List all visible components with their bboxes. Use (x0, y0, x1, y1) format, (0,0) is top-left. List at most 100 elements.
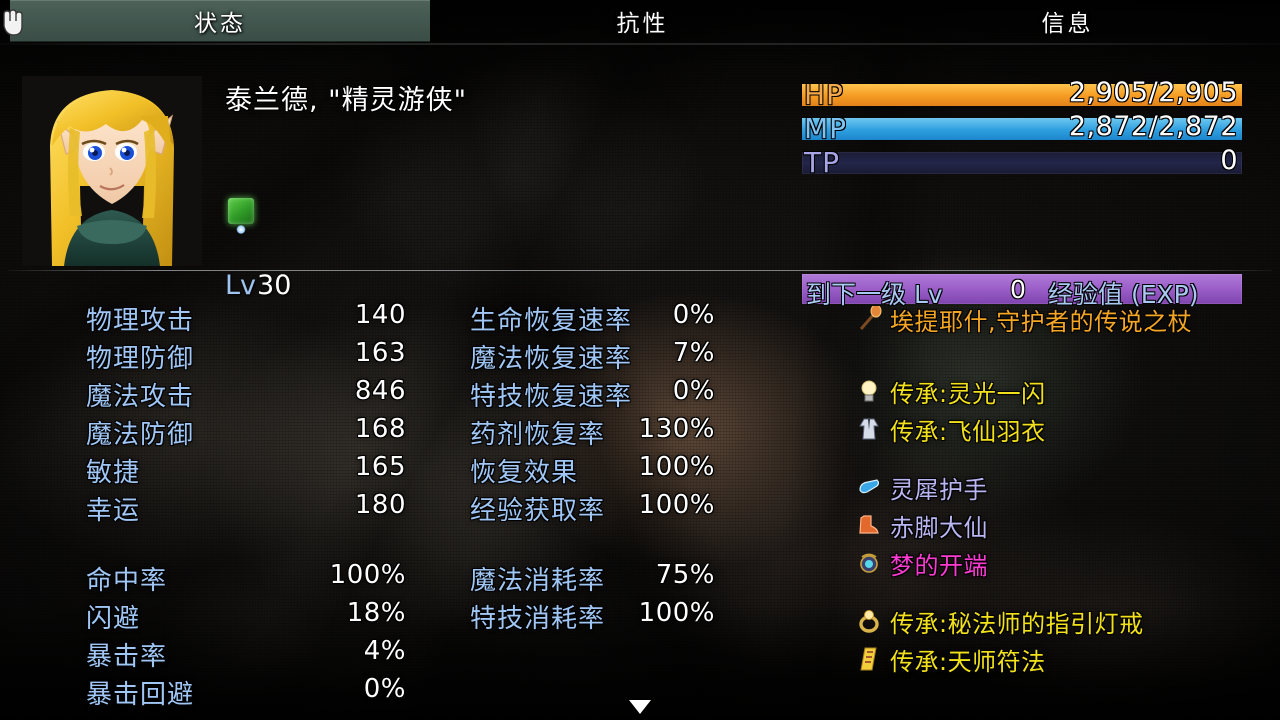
stat-row: 物理防御 163 (86, 338, 406, 376)
mp-gauge-track (802, 118, 1242, 140)
stat-name: 特技恢复速率 (470, 382, 633, 412)
tab-info-label: 信息 (1041, 11, 1094, 37)
ring-icon (856, 608, 882, 634)
stat-row: 幸运 180 (86, 490, 406, 528)
level-label: Lv (225, 270, 257, 301)
stat-name: 暴击率 (86, 642, 168, 672)
stat-value: 7% (672, 338, 715, 368)
equipment-trait-list: 埃提耶什,守护者的传说之杖 传承:灵光一闪 传承:飞仙羽衣灵犀护手赤脚大仙 梦的开端传… (856, 300, 1271, 678)
stat-value: 0% (672, 376, 715, 406)
equipment-label: 赤脚大仙 (890, 513, 988, 542)
stats-column-primary: 物理攻击 140 物理防御 163 魔法攻击 846 魔法防御 168 敏捷 165 幸运 180 (86, 300, 406, 528)
equipment-row[interactable]: 传承:灵光一闪 (856, 372, 1271, 410)
gauge-group: HP 2,905/2,905 MP 2,872/2,872 TP 0 (802, 77, 1242, 181)
scroll-down-arrow-icon[interactable] (629, 700, 651, 714)
amulet-icon (856, 550, 882, 576)
tp-label: TP (804, 146, 840, 179)
exp-value: 0 (1010, 275, 1026, 304)
hand-cursor-icon (3, 9, 23, 36)
stat-row: 命中率 100% (86, 560, 406, 598)
stat-value: 100% (638, 598, 715, 628)
stat-value: 0% (672, 300, 715, 330)
equipment-label: 传承:天师符法 (890, 647, 1046, 676)
stat-name: 恢复效果 (470, 458, 579, 488)
list-gap (856, 338, 1271, 372)
exp-label: 到下一级 Lv (806, 280, 943, 309)
boot-icon (856, 512, 882, 538)
tab-bar: 状态 抗性 信息 (0, 0, 1280, 44)
stat-row: 特技消耗率 100% (470, 598, 715, 636)
stat-value: 163 (354, 338, 406, 368)
character-portrait[interactable] (22, 76, 202, 266)
tab-info[interactable]: 信息 (855, 0, 1280, 42)
stat-name: 药剂恢复率 (470, 420, 606, 450)
character-header: 泰兰德, "精灵游侠" Lv 30 HP 2,905/2,905 MP 2 (0, 46, 1280, 309)
equipment-label: 传承:灵光一闪 (890, 379, 1046, 408)
exp-gauge: 到下一级 Lv 0 经验值 (EXP) (802, 274, 1242, 309)
stat-name: 物理攻击 (86, 306, 195, 336)
tab-status-label: 状态 (194, 11, 246, 37)
stat-value: 846 (354, 376, 406, 406)
stat-name: 物理防御 (86, 344, 195, 374)
equipment-row[interactable]: 传承:秘法师的指引灯戒 (856, 602, 1271, 640)
stat-row: 药剂恢复率 130% (470, 414, 715, 452)
mp-gauge: MP 2,872/2,872 (802, 111, 1242, 145)
stats-column-combat: 命中率 100% 闪避 18% 暴击率 4% 暴击回避 0% (86, 560, 406, 712)
stat-value: 140 (354, 300, 406, 330)
hp-value: 2,905/2,905 (1068, 77, 1238, 108)
stat-name: 敏捷 (86, 458, 141, 488)
hp-gauge-fill (802, 84, 1242, 106)
stat-value: 18% (346, 598, 406, 628)
stat-name: 经验获取率 (470, 496, 606, 526)
mp-gauge-fill (802, 118, 1242, 140)
stat-value: 180 (354, 490, 406, 520)
equipment-row[interactable]: 灵犀护手 (856, 468, 1271, 506)
stat-name: 魔法消耗率 (470, 566, 606, 596)
list-gap (856, 448, 1271, 468)
equipment-row[interactable]: 梦的开端 (856, 544, 1271, 582)
stat-row: 暴击回避 0% (86, 674, 406, 712)
equipment-label: 灵犀护手 (890, 475, 988, 504)
exp-gauge-fill (802, 274, 1242, 304)
buff-icon-green[interactable] (228, 198, 254, 224)
equipment-row[interactable]: 传承:天师符法 (856, 640, 1271, 678)
stat-name: 幸运 (86, 496, 141, 526)
equipment-row[interactable]: 埃提耶什,守护者的传说之杖 (856, 300, 1271, 338)
hp-gauge: HP 2,905/2,905 (802, 77, 1242, 111)
robe-icon (856, 416, 882, 442)
stat-row: 闪避 18% (86, 598, 406, 636)
equipment-row[interactable]: 赤脚大仙 (856, 506, 1271, 544)
equipment-row[interactable]: 传承:飞仙羽衣 (856, 410, 1271, 448)
stat-row: 物理攻击 140 (86, 300, 406, 338)
tab-status[interactable]: 状态 (10, 0, 430, 42)
stat-name: 魔法恢复速率 (470, 344, 633, 374)
glove-icon (856, 474, 882, 500)
stat-value: 168 (354, 414, 406, 444)
character-level: Lv 30 (225, 270, 291, 301)
staff-icon (856, 304, 882, 332)
stat-name: 闪避 (86, 604, 141, 634)
tp-gauge: TP 0 (802, 145, 1242, 179)
stat-name: 生命恢复速率 (470, 306, 633, 336)
stat-row: 魔法恢复速率 7% (470, 338, 715, 376)
stat-value: 100% (638, 452, 715, 482)
stats-column-recovery: 生命恢复速率 0% 魔法恢复速率 7% 特技恢复速率 0% 药剂恢复率 130% 恢复效果 100… (470, 300, 715, 528)
stat-row: 暴击率 4% (86, 636, 406, 674)
state-icon-list (228, 198, 254, 224)
stat-value: 130% (638, 414, 715, 444)
mp-label: MP (804, 112, 848, 145)
stat-row: 恢复效果 100% (470, 452, 715, 490)
lightbulb-icon (856, 378, 882, 404)
stat-name: 特技消耗率 (470, 604, 606, 634)
hp-gauge-track (802, 84, 1242, 106)
character-name: 泰兰德, "精灵游侠" (225, 85, 468, 116)
exp-unit-label: 经验值 (EXP) (1048, 280, 1199, 309)
equipment-label: 埃提耶什,守护者的传说之杖 (890, 307, 1193, 336)
stat-value: 4% (363, 636, 406, 666)
stats-column-cost: 魔法消耗率 75% 特技消耗率 100% (470, 560, 715, 636)
tab-resistance[interactable]: 抗性 (430, 0, 855, 42)
stat-value: 75% (655, 560, 715, 590)
stat-row: 魔法消耗率 75% (470, 560, 715, 598)
stat-row: 生命恢复速率 0% (470, 300, 715, 338)
talisman-icon (856, 646, 882, 672)
